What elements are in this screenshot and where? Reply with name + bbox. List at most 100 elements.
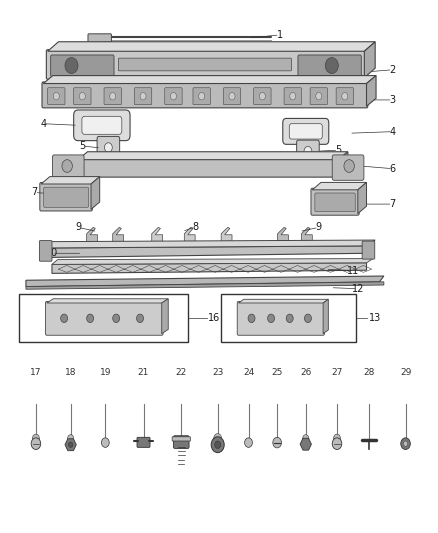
FancyBboxPatch shape: [223, 88, 241, 104]
Polygon shape: [278, 228, 288, 244]
FancyBboxPatch shape: [137, 437, 150, 447]
Polygon shape: [367, 76, 376, 106]
Circle shape: [62, 160, 72, 172]
Text: 26: 26: [300, 368, 311, 377]
Circle shape: [110, 93, 116, 100]
Text: 11: 11: [347, 266, 360, 276]
Circle shape: [170, 93, 177, 100]
Text: 2: 2: [389, 65, 396, 75]
Text: 1: 1: [277, 30, 283, 40]
FancyBboxPatch shape: [283, 118, 329, 144]
Text: 29: 29: [400, 368, 411, 377]
Text: 13: 13: [369, 313, 381, 323]
Circle shape: [113, 314, 120, 322]
FancyBboxPatch shape: [104, 88, 121, 104]
Circle shape: [60, 314, 67, 322]
Text: 28: 28: [363, 368, 374, 377]
Circle shape: [401, 438, 410, 449]
Polygon shape: [26, 282, 384, 289]
Circle shape: [198, 93, 205, 100]
Circle shape: [105, 143, 112, 152]
Circle shape: [290, 93, 296, 100]
Text: 10: 10: [46, 248, 58, 259]
Circle shape: [211, 437, 224, 453]
Text: 7: 7: [32, 188, 38, 197]
Polygon shape: [239, 300, 328, 303]
Polygon shape: [312, 182, 367, 190]
Text: 5: 5: [79, 141, 85, 151]
Circle shape: [304, 147, 312, 156]
Circle shape: [67, 435, 74, 442]
Polygon shape: [52, 263, 367, 273]
FancyBboxPatch shape: [221, 294, 356, 342]
Circle shape: [215, 441, 221, 448]
Circle shape: [304, 314, 311, 322]
Polygon shape: [26, 276, 384, 287]
Circle shape: [229, 93, 235, 100]
FancyBboxPatch shape: [42, 82, 368, 108]
Text: 18: 18: [65, 368, 76, 377]
FancyBboxPatch shape: [254, 88, 271, 104]
FancyBboxPatch shape: [74, 110, 130, 141]
FancyBboxPatch shape: [48, 88, 65, 104]
Polygon shape: [338, 152, 348, 175]
Text: 21: 21: [138, 368, 149, 377]
FancyBboxPatch shape: [97, 136, 120, 159]
FancyBboxPatch shape: [40, 182, 92, 211]
Circle shape: [303, 435, 309, 442]
FancyBboxPatch shape: [172, 437, 191, 441]
Text: 4: 4: [389, 127, 396, 136]
FancyBboxPatch shape: [53, 155, 84, 180]
Polygon shape: [91, 176, 100, 209]
Text: 3: 3: [389, 95, 396, 105]
FancyBboxPatch shape: [315, 193, 355, 212]
FancyBboxPatch shape: [362, 241, 375, 259]
FancyBboxPatch shape: [165, 88, 182, 104]
Text: 17: 17: [30, 368, 42, 377]
Circle shape: [248, 314, 255, 322]
FancyBboxPatch shape: [88, 34, 111, 42]
Text: 27: 27: [331, 368, 343, 377]
Polygon shape: [162, 299, 168, 334]
Text: 25: 25: [272, 368, 283, 377]
Polygon shape: [41, 176, 100, 184]
Circle shape: [259, 93, 265, 100]
Circle shape: [79, 93, 85, 100]
Text: 5: 5: [335, 145, 342, 155]
Text: 6: 6: [389, 164, 396, 174]
FancyBboxPatch shape: [311, 188, 359, 215]
Circle shape: [68, 442, 73, 447]
FancyBboxPatch shape: [82, 116, 122, 134]
Polygon shape: [221, 228, 232, 244]
Circle shape: [244, 438, 252, 447]
Circle shape: [332, 438, 342, 449]
Polygon shape: [43, 76, 376, 84]
Polygon shape: [47, 299, 168, 303]
FancyBboxPatch shape: [44, 187, 88, 207]
Text: 22: 22: [176, 368, 187, 377]
FancyBboxPatch shape: [46, 50, 366, 79]
Circle shape: [31, 438, 41, 449]
FancyBboxPatch shape: [74, 88, 91, 104]
Polygon shape: [301, 228, 312, 244]
Text: 8: 8: [192, 222, 198, 232]
Circle shape: [333, 434, 340, 442]
Text: 15: 15: [24, 328, 35, 336]
Text: 12: 12: [352, 284, 364, 294]
Circle shape: [316, 93, 322, 100]
Circle shape: [325, 58, 338, 74]
Polygon shape: [43, 246, 367, 257]
Polygon shape: [364, 42, 375, 78]
FancyBboxPatch shape: [39, 240, 52, 261]
Polygon shape: [323, 300, 328, 334]
Text: 7: 7: [389, 199, 396, 209]
FancyBboxPatch shape: [46, 301, 163, 335]
Circle shape: [286, 314, 293, 322]
Polygon shape: [358, 182, 367, 214]
FancyBboxPatch shape: [77, 158, 339, 177]
FancyBboxPatch shape: [332, 155, 364, 180]
Circle shape: [344, 160, 354, 172]
Polygon shape: [184, 228, 195, 244]
FancyBboxPatch shape: [134, 88, 152, 104]
Circle shape: [403, 441, 408, 446]
